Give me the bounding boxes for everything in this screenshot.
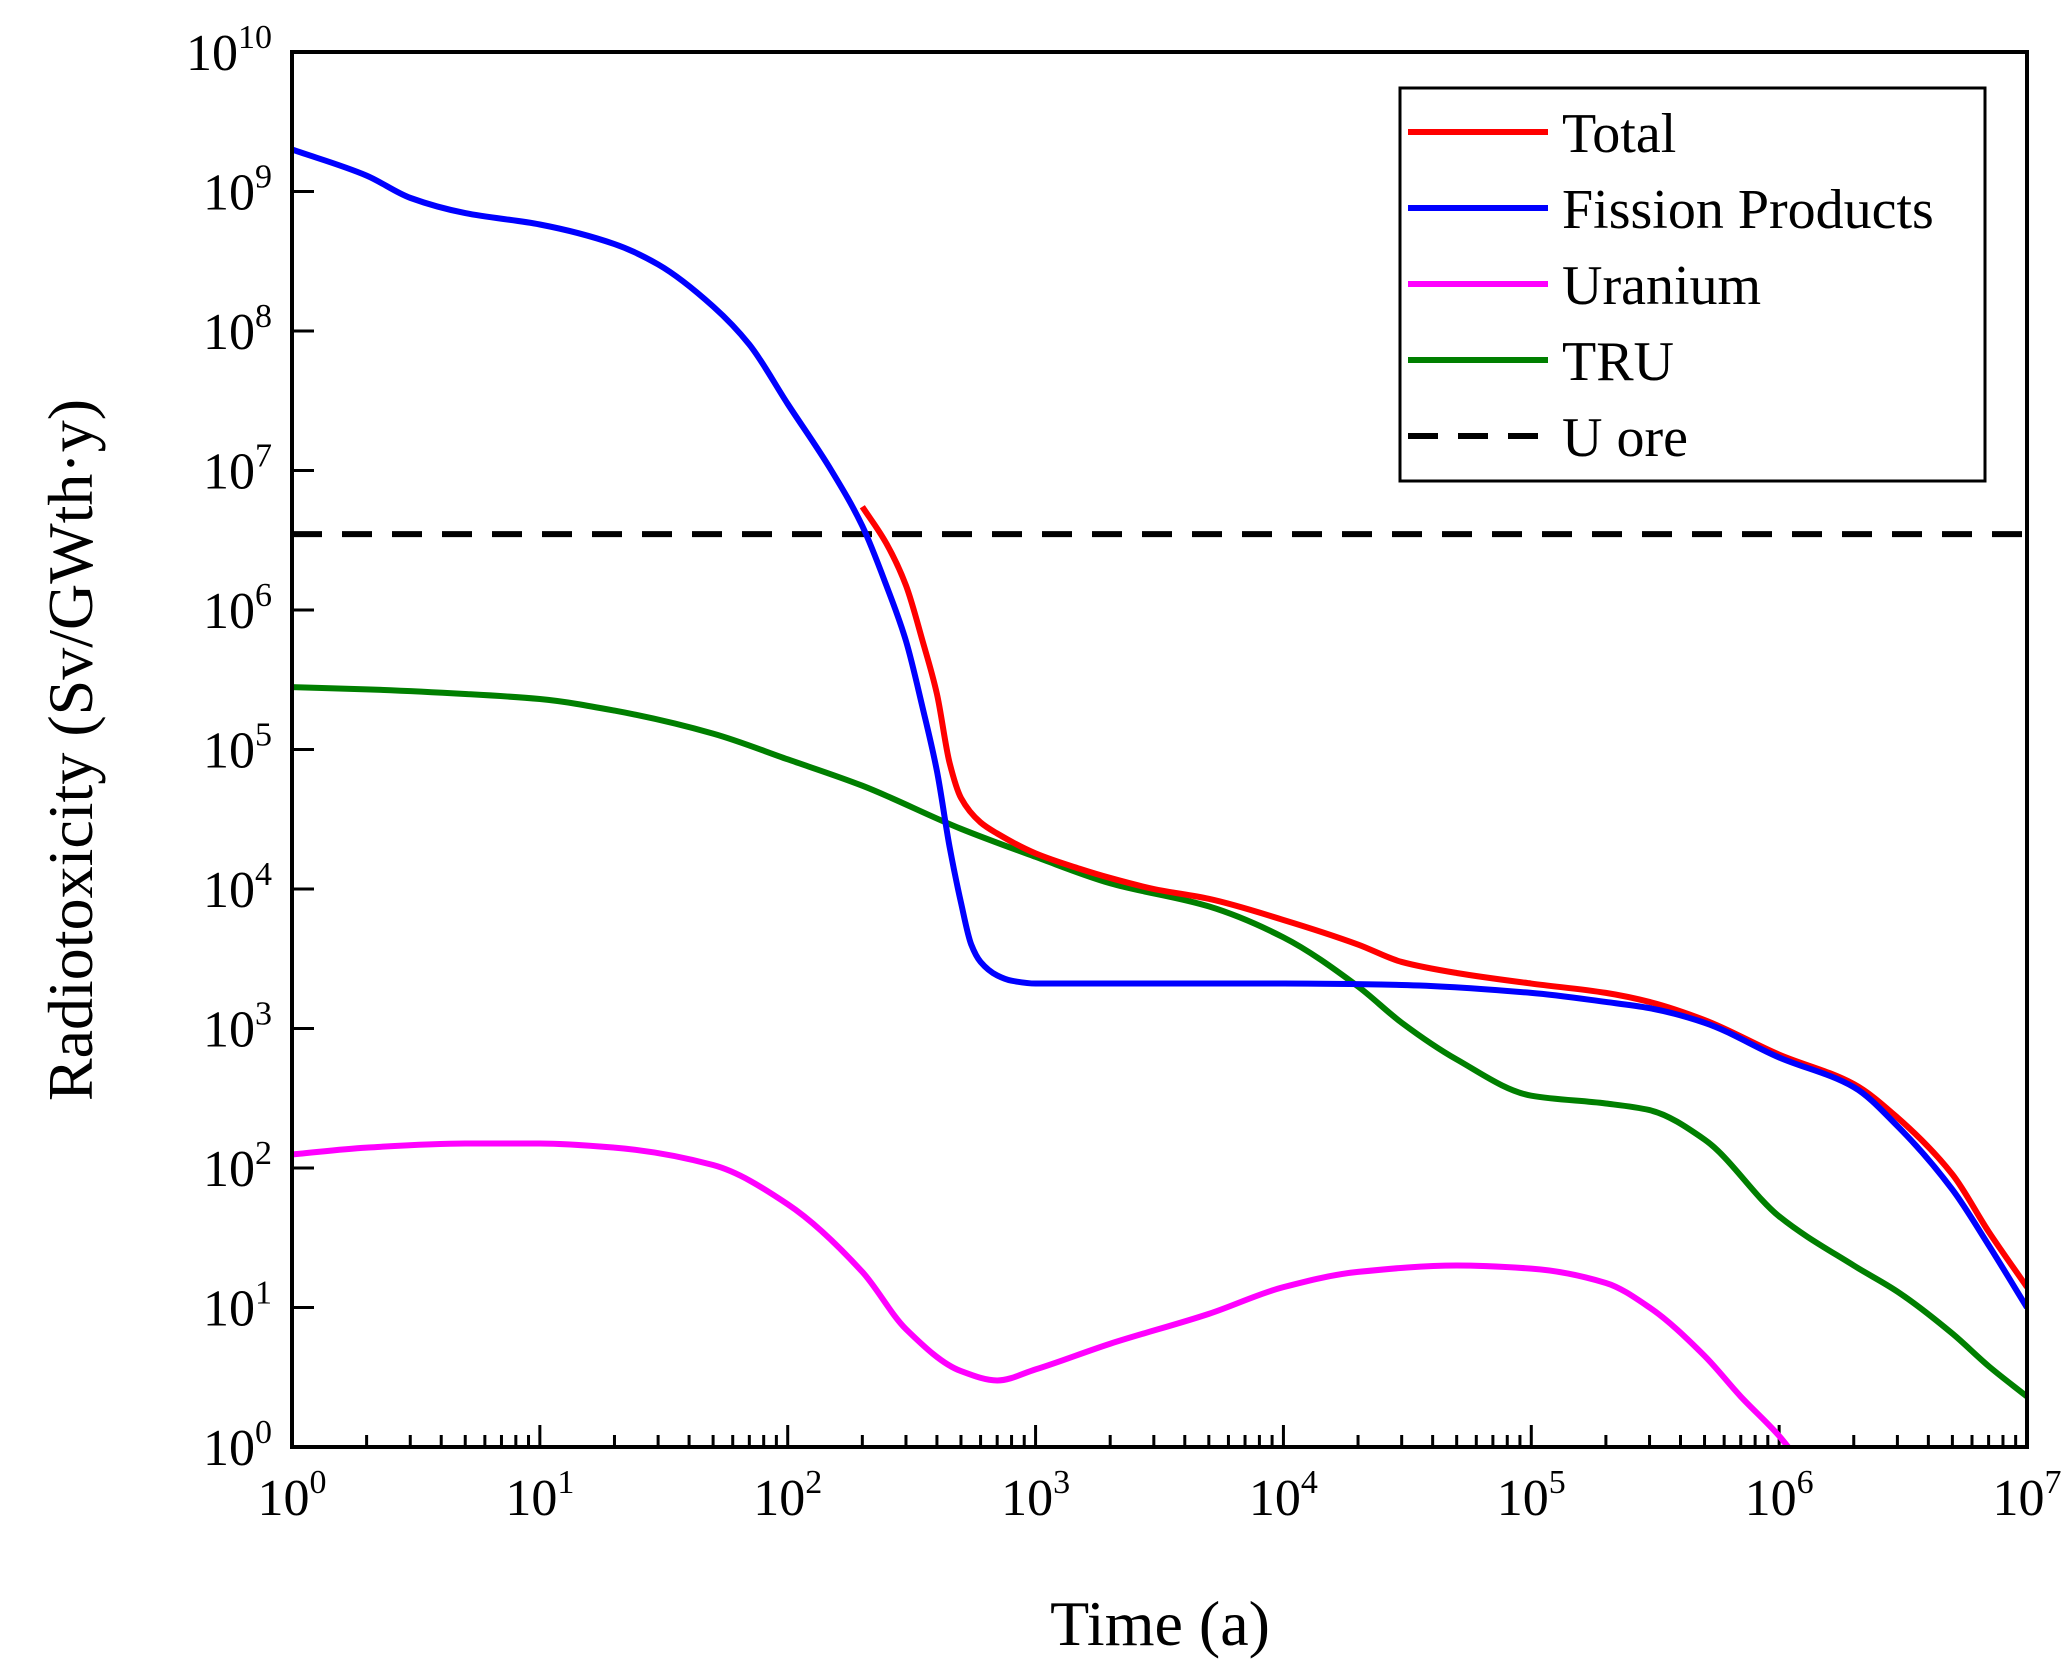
y-tick-label: 107 <box>203 438 272 501</box>
x-tick-label: 107 <box>1993 1464 2062 1527</box>
y-tick-label: 101 <box>203 1275 272 1338</box>
y-axis-label: Radiotoxicity (Sv/GWth·y) <box>35 399 106 1101</box>
series-line-fission-products <box>292 146 2027 1310</box>
x-tick-label: 100 <box>258 1464 327 1527</box>
legend-label-u-ore: U ore <box>1562 407 1688 469</box>
x-tick-label: 106 <box>1745 1464 1814 1527</box>
x-tick-label: 102 <box>753 1464 822 1527</box>
y-tick-label: 108 <box>203 298 272 361</box>
x-tick-label: 104 <box>1249 1464 1318 1527</box>
legend: Total Fission Products Uranium TRU U ore <box>1398 86 1987 483</box>
plot-frame <box>290 50 2029 1449</box>
y-tick-label: 104 <box>203 856 272 919</box>
x-tick-label: 105 <box>1497 1464 1566 1527</box>
y-tick-label: 102 <box>203 1135 272 1198</box>
x-tick-label: 103 <box>1001 1464 1070 1527</box>
legend-label-uranium: Uranium <box>1562 255 1761 317</box>
y-tick-label: 109 <box>203 159 272 222</box>
series-layer <box>292 146 2027 1447</box>
y-tick-label: 105 <box>203 717 272 780</box>
y-tick-label: 106 <box>203 577 272 640</box>
y-tick-label: 1010 <box>186 19 272 82</box>
x-axis-label: Time (a) <box>1050 1588 1270 1659</box>
legend-label-fission-products: Fission Products <box>1562 179 1934 241</box>
axis-tick-labels: 100 101 102 103 104 105 106 107 100 101 102 103 104 1… <box>186 19 2062 1527</box>
series-line-tru <box>292 684 2027 1399</box>
series-line-total <box>859 505 2027 1289</box>
legend-label-total: Total <box>1562 103 1676 165</box>
series-line-uranium <box>292 1140 1793 1447</box>
x-tick-label: 101 <box>505 1464 574 1527</box>
y-tick-label: 103 <box>203 996 272 1059</box>
legend-label-tru: TRU <box>1562 331 1674 393</box>
y-tick-label: 100 <box>203 1414 272 1477</box>
